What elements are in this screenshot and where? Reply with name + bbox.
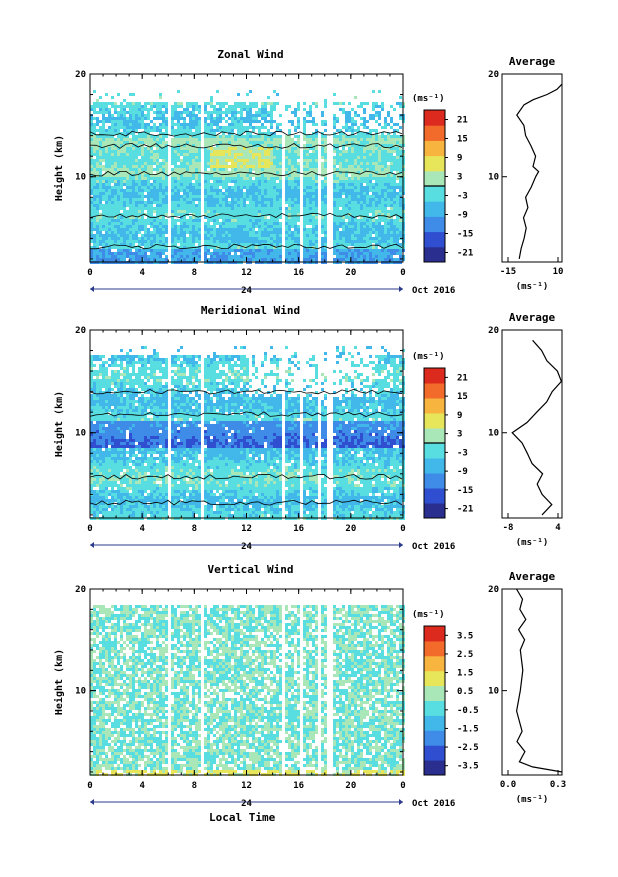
x-axis-title: Local Time	[209, 811, 275, 824]
x-tick-label: 8	[192, 268, 197, 278]
y-axis-label: Height (km)	[53, 391, 65, 457]
average-unit: (ms⁻¹)	[516, 538, 549, 548]
x-tick-label: 12	[241, 268, 252, 278]
x-tick-label: 8	[192, 781, 197, 791]
y-axis-label: Height (km)	[53, 135, 65, 201]
colorbar-tick-label: -21	[457, 249, 473, 259]
average-y-tick: 10	[488, 687, 499, 697]
average-x-tick: 10	[553, 267, 564, 277]
x-tick-label: 16	[293, 524, 304, 534]
x-tick-label: 12	[241, 524, 252, 534]
colorbar-tick-label: -3	[457, 192, 468, 202]
colorbar-tick-label: 15	[457, 135, 468, 145]
average-unit: (ms⁻¹)	[516, 282, 549, 292]
colorbar-tick-label: 0.5	[457, 687, 473, 697]
average-y-tick: 20	[488, 585, 499, 595]
colorbar-tick-label: 1.5	[457, 669, 473, 679]
x-tick-label: 4	[139, 524, 145, 534]
date-label: Oct 2016	[412, 799, 455, 809]
average-y-tick: 10	[488, 173, 499, 183]
colorbar-tick-label: -0.5	[457, 706, 479, 716]
x-tick-label: 0	[400, 781, 405, 791]
x-tick-label: 12	[241, 781, 252, 791]
average-x-tick: 0.3	[550, 780, 566, 790]
x-tick-label: 4	[139, 268, 145, 278]
average-y-tick: 20	[488, 326, 499, 336]
y-tick-label: 20	[75, 326, 86, 336]
colorbar-unit: (ms⁻¹)	[412, 352, 445, 362]
colorbar-tick-label: -15	[457, 486, 473, 496]
x-tick-label: 16	[293, 268, 304, 278]
y-tick-label: 10	[75, 173, 86, 183]
colorbar-tick-label: 15	[457, 392, 468, 402]
y-tick-label: 20	[75, 70, 86, 80]
colorbar-tick-label: -2.5	[457, 743, 479, 753]
average-y-tick: 20	[488, 70, 499, 80]
colorbar-tick-label: 3	[457, 173, 462, 183]
x-tick-label: 0	[400, 524, 405, 534]
x-tick-label: 0	[87, 268, 92, 278]
colorbar-tick-label: 9	[457, 154, 462, 164]
colorbar-tick-label: -3	[457, 448, 468, 458]
average-title: Average	[509, 55, 556, 68]
date-label: Oct 2016	[412, 286, 455, 296]
average-x-tick: -15	[500, 267, 516, 277]
x-tick-label: 0	[87, 524, 92, 534]
colorbar-tick-label: -21	[457, 505, 473, 515]
average-unit: (ms⁻¹)	[516, 795, 549, 805]
x-tick-label: 8	[192, 524, 197, 534]
colorbar-unit: (ms⁻¹)	[412, 94, 445, 104]
average-x-tick: 0.0	[500, 780, 516, 790]
colorbar-tick-label: -15	[457, 230, 473, 240]
colorbar-tick-label: 21	[457, 373, 468, 383]
colorbar-tick-label: -9	[457, 211, 468, 221]
panel-title: Zonal Wind	[217, 48, 283, 61]
date-marker: 24	[241, 799, 252, 809]
date-marker: 24	[241, 286, 252, 296]
colorbar-tick-label: -9	[457, 467, 468, 477]
colorbar-tick-label: -1.5	[457, 724, 479, 734]
colorbar-tick-label: -3.5	[457, 762, 479, 772]
y-tick-label: 10	[75, 429, 86, 439]
y-tick-label: 20	[75, 585, 86, 595]
y-tick-label: 10	[75, 687, 86, 697]
average-title: Average	[509, 311, 556, 324]
colorbar-tick-label: 21	[457, 116, 468, 126]
panel-title: Vertical Wind	[207, 563, 293, 576]
average-x-tick: 4	[555, 523, 561, 533]
x-tick-label: 20	[345, 781, 356, 791]
x-tick-label: 16	[293, 781, 304, 791]
panel-title: Meridional Wind	[201, 304, 300, 317]
x-tick-label: 0	[87, 781, 92, 791]
colorbar-tick-label: 9	[457, 411, 462, 421]
x-tick-label: 0	[400, 268, 405, 278]
date-marker: 24	[241, 542, 252, 552]
average-y-tick: 10	[488, 429, 499, 439]
x-tick-label: 20	[345, 524, 356, 534]
heatmap	[90, 90, 405, 264]
colorbar-tick-label: 2.5	[457, 650, 473, 660]
x-tick-label: 4	[139, 781, 145, 791]
date-label: Oct 2016	[412, 542, 455, 552]
x-tick-label: 20	[345, 268, 356, 278]
colorbar-tick-label: 3	[457, 430, 462, 440]
colorbar-tick-label: 3.5	[457, 631, 473, 641]
colorbar-unit: (ms⁻¹)	[412, 610, 445, 620]
y-axis-label: Height (km)	[53, 649, 65, 715]
average-x-tick: -8	[503, 523, 514, 533]
average-title: Average	[509, 570, 556, 583]
